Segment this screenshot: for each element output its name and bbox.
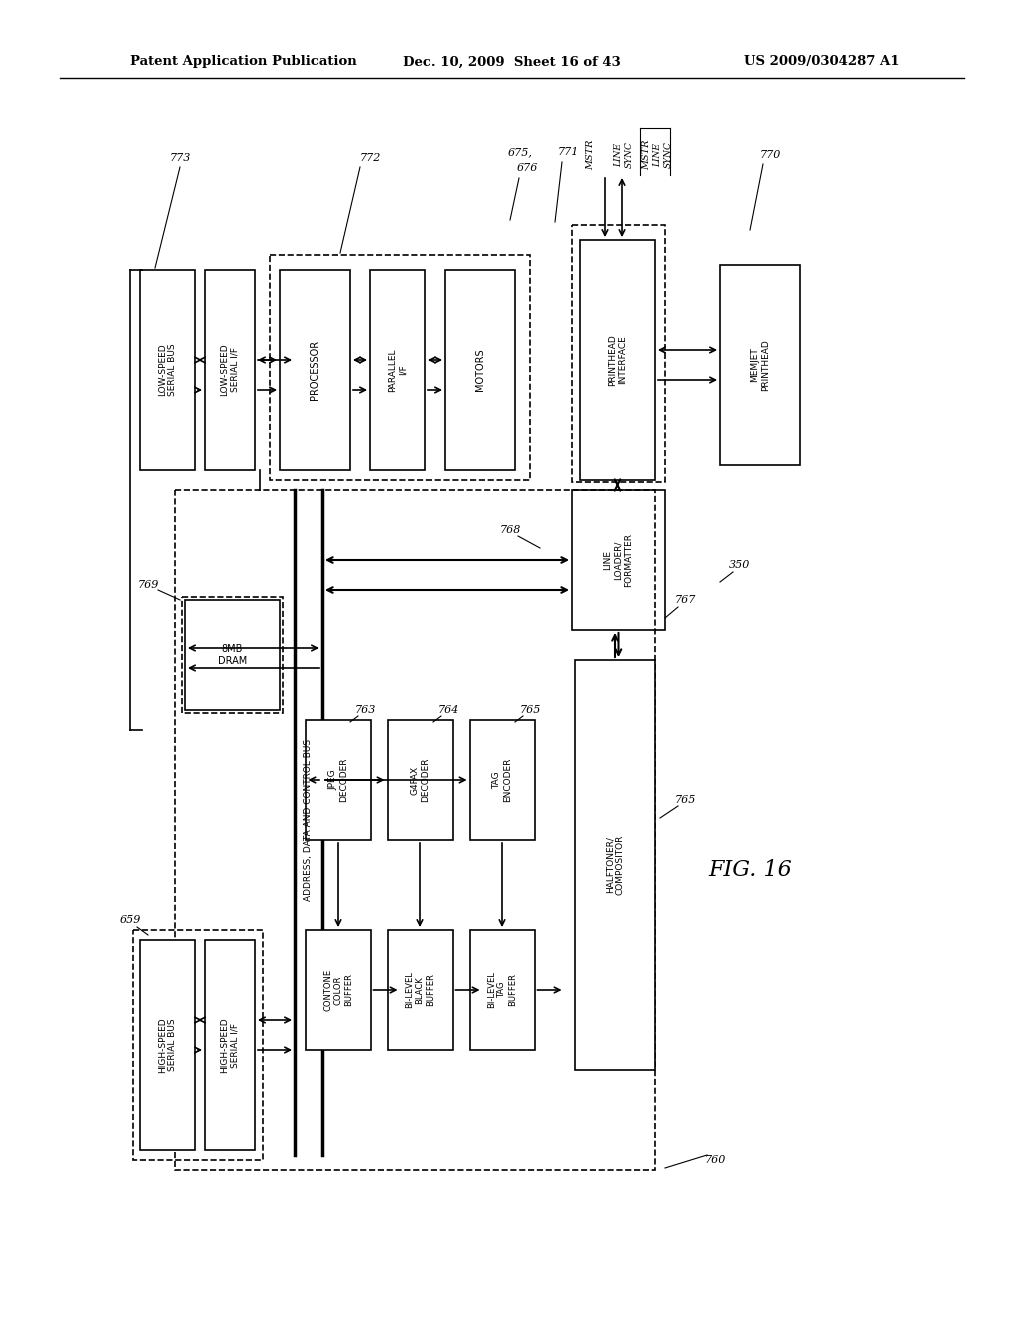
- Bar: [720, 265, 800, 465]
- Bar: [572, 224, 665, 482]
- Bar: [387, 719, 453, 840]
- Text: LINE
SYNC: LINE SYNC: [653, 141, 673, 169]
- Text: JPEG
DECODER: JPEG DECODER: [329, 758, 348, 803]
- Text: HIGH-SPEED
SERIAL I/F: HIGH-SPEED SERIAL I/F: [220, 1018, 240, 1073]
- Text: LINE
LOADER/
FORMATTER: LINE LOADER/ FORMATTER: [603, 533, 634, 587]
- Text: MOTORS: MOTORS: [475, 348, 485, 391]
- Text: FIG. 16: FIG. 16: [709, 859, 792, 880]
- Bar: [387, 931, 453, 1049]
- Bar: [205, 271, 255, 470]
- Text: MSTR: MSTR: [642, 140, 651, 170]
- Text: PROCESSOR: PROCESSOR: [310, 341, 319, 400]
- Text: BI-LEVEL
BLACK
BUFFER: BI-LEVEL BLACK BUFFER: [406, 972, 435, 1008]
- Text: 773: 773: [169, 153, 190, 162]
- Text: MSTR: MSTR: [587, 140, 596, 170]
- Text: ADDRESS, DATA AND CONTROL BUS: ADDRESS, DATA AND CONTROL BUS: [304, 739, 313, 902]
- Text: G4FAX
DECODER: G4FAX DECODER: [411, 758, 430, 803]
- Bar: [140, 271, 195, 470]
- Text: US 2009/0304287 A1: US 2009/0304287 A1: [744, 55, 900, 69]
- Bar: [305, 719, 371, 840]
- Text: Patent Application Publication: Patent Application Publication: [130, 55, 356, 69]
- Text: 764: 764: [437, 705, 459, 715]
- Bar: [140, 940, 195, 1150]
- Bar: [469, 719, 535, 840]
- Text: CONTONE
COLOR
BUFFER: CONTONE COLOR BUFFER: [324, 969, 353, 1011]
- Bar: [572, 490, 665, 630]
- Text: 763: 763: [354, 705, 376, 715]
- Text: PARALLEL
I/F: PARALLEL I/F: [388, 348, 408, 392]
- Bar: [305, 931, 371, 1049]
- Text: LOW-SPEED
SERIAL I/F: LOW-SPEED SERIAL I/F: [220, 343, 240, 396]
- Text: MEMJET
PRINTHEAD: MEMJET PRINTHEAD: [751, 339, 770, 391]
- Bar: [182, 597, 283, 713]
- Text: 771: 771: [557, 147, 579, 157]
- Text: 676: 676: [516, 162, 538, 173]
- Bar: [280, 271, 350, 470]
- Bar: [445, 271, 515, 470]
- Bar: [370, 271, 425, 470]
- Bar: [580, 240, 655, 480]
- Text: 768: 768: [500, 525, 520, 535]
- Bar: [175, 490, 655, 1170]
- Text: LOW-SPEED
SERIAL BUS: LOW-SPEED SERIAL BUS: [158, 343, 177, 396]
- Bar: [469, 931, 535, 1049]
- Text: LINE
SYNC: LINE SYNC: [614, 141, 634, 169]
- Bar: [205, 940, 255, 1150]
- Text: HALFTONER/
COMPOSITOR: HALFTONER/ COMPOSITOR: [605, 834, 625, 895]
- Text: 350: 350: [729, 560, 751, 570]
- Text: 767: 767: [675, 595, 695, 605]
- Text: TAG
ENCODER: TAG ENCODER: [493, 758, 512, 803]
- Text: PRINTHEAD
INTERFACE: PRINTHEAD INTERFACE: [608, 334, 627, 385]
- Bar: [270, 255, 530, 480]
- Text: HIGH-SPEED
SERIAL BUS: HIGH-SPEED SERIAL BUS: [158, 1018, 177, 1073]
- Text: 770: 770: [760, 150, 780, 160]
- Text: BI-LEVEL
TAG
BUFFER: BI-LEVEL TAG BUFFER: [487, 972, 517, 1008]
- Text: 659: 659: [120, 915, 140, 925]
- Bar: [575, 660, 655, 1071]
- Text: 772: 772: [359, 153, 381, 162]
- Text: Dec. 10, 2009  Sheet 16 of 43: Dec. 10, 2009 Sheet 16 of 43: [403, 55, 621, 69]
- Text: 8MB
DRAM: 8MB DRAM: [218, 644, 247, 665]
- Text: 760: 760: [705, 1155, 726, 1166]
- Text: 765: 765: [519, 705, 541, 715]
- Bar: [185, 601, 280, 710]
- Bar: [133, 931, 263, 1160]
- Text: 765: 765: [675, 795, 695, 805]
- Text: 769: 769: [137, 579, 159, 590]
- Text: 675,: 675,: [508, 147, 532, 157]
